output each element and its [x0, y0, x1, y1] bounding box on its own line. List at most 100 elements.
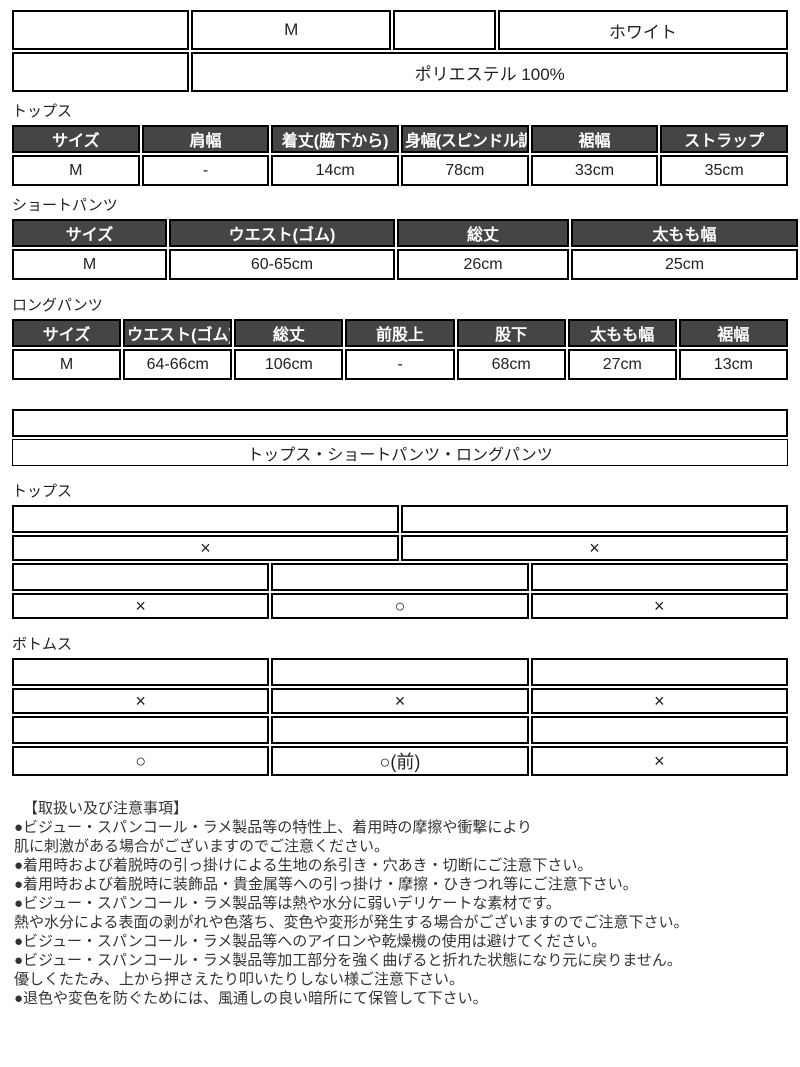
header-cell: 透け感	[400, 505, 788, 533]
table-row: × × ×	[12, 688, 788, 714]
value-cell: 13cm	[678, 349, 788, 380]
section-label-long-pants: ロングパンツ	[12, 297, 103, 314]
table-row: サイズ ウエスト(ゴム) 総丈 前股上 股下 太もも幅 裾幅	[12, 319, 788, 347]
care-note-line: ●ビジュー・スパンコール・ラメ製品等は熱や水分に弱いデリケートな素材です。	[14, 895, 561, 912]
feature-table-tops: 付属 透け感 × × 裏地 伸縮 ポケット × ○ ×	[10, 503, 790, 621]
header-cell: ファスナー	[530, 716, 788, 744]
table-row: M 60-65cm 26cm 25cm	[12, 249, 798, 280]
table-row: M - 14cm 78cm 33cm 35cm	[12, 155, 788, 186]
table-row: 素材 ポリエステル 100%	[12, 52, 788, 92]
value-cell: ○	[271, 593, 529, 619]
header-cell: ウエスト(ゴム)	[123, 319, 233, 347]
value-cell: ×	[271, 688, 529, 714]
care-note-line: ●ビジュー・スパンコール・ラメ製品等加工部分を強く曲げると折れた状態になり元に戻…	[14, 952, 682, 969]
value-cell: ○(前)	[271, 746, 529, 776]
value-cell: ×	[12, 688, 270, 714]
header-cell: 伸縮	[271, 563, 529, 591]
value-cell: 35cm	[660, 155, 788, 186]
value-cell: 68cm	[456, 349, 566, 380]
header-cell: 裾幅	[678, 319, 788, 347]
table-row: セット内容	[12, 409, 788, 437]
header-cell: ポケット	[530, 563, 788, 591]
care-note-line: ●着用時および着脱時に装飾品・貴金属等への引っ掛け・摩擦・ひきつれ等にご注意下さ…	[14, 876, 638, 893]
feature-table-bottoms: 付属 透け感 裏地 × × × 伸縮 ポケット ファスナー ○ ○(前) ×	[10, 656, 790, 778]
size-table-long-pants: サイズ ウエスト(ゴム) 総丈 前股上 股下 太もも幅 裾幅 M 64-66cm…	[10, 317, 790, 382]
color-header-cell: カラー	[392, 10, 496, 50]
header-cell: 前股上	[345, 319, 455, 347]
header-cell: ストラップ	[660, 125, 788, 153]
care-note-line: ●ビジュー・スパンコール・ラメ製品等の特性上、着用時の摩擦や衝撃により	[14, 819, 533, 836]
material-value-cell: ポリエステル 100%	[191, 52, 788, 92]
header-cell: ウエスト(ゴム)	[169, 219, 395, 247]
header-cell: サイズ	[12, 125, 140, 153]
header-cell: 裏地	[530, 658, 788, 686]
table-row: サイズ 肩幅 着丈(脇下から) 身幅(スピンドル調整可) 裾幅 ストラップ	[12, 125, 788, 153]
table-row: トップス・ショートパンツ・ロングパンツ	[12, 439, 788, 466]
care-notes-title: 【取扱い及び注意事項】	[23, 800, 189, 817]
size-table-tops: サイズ 肩幅 着丈(脇下から) 身幅(スピンドル調整可) 裾幅 ストラップ M …	[10, 123, 790, 188]
set-contents-table: セット内容 トップス・ショートパンツ・ロングパンツ	[10, 407, 790, 468]
header-cell: 総丈	[397, 219, 569, 247]
value-cell: 26cm	[397, 249, 569, 280]
care-note-line: 肌に刺激がある場合がございますのでご注意ください。	[14, 838, 390, 855]
size-table-short-pants: サイズ ウエスト(ゴム) 総丈 太もも幅 M 60-65cm 26cm 25cm	[10, 217, 800, 282]
care-notes: 【取扱い及び注意事項】 ●ビジュー・スパンコール・ラメ製品等の特性上、着用時の摩…	[10, 799, 790, 1008]
table-row: 付属 透け感	[12, 505, 788, 533]
header-cell: 太もも幅	[571, 219, 798, 247]
header-cell: 裾幅	[530, 125, 659, 153]
header-cell: 付属	[12, 505, 399, 533]
value-cell: ×	[530, 593, 788, 619]
header-cell: 肩幅	[141, 125, 270, 153]
spec-summary-table: サイズ M カラー ホワイト 素材 ポリエステル 100%	[10, 8, 790, 94]
value-cell: ○	[12, 746, 270, 776]
value-cell: ×	[530, 688, 788, 714]
value-cell: 14cm	[271, 155, 399, 186]
value-cell: M	[12, 249, 167, 280]
value-cell: 64-66cm	[123, 349, 233, 380]
care-note-line: ●退色や変色を防ぐためには、風通しの良い暗所にて保管して下さい。	[14, 990, 488, 1007]
table-row: × ○ ×	[12, 593, 788, 619]
header-cell: 股下	[456, 319, 566, 347]
table-row: ○ ○(前) ×	[12, 746, 788, 776]
section-label-bottoms-features: ボトムス	[12, 636, 73, 653]
table-row: 裏地 伸縮 ポケット	[12, 563, 788, 591]
color-value-cell: ホワイト	[497, 10, 788, 50]
value-cell: 78cm	[400, 155, 529, 186]
value-cell: ×	[12, 535, 399, 561]
table-row: サイズ M カラー ホワイト	[12, 10, 788, 50]
care-note-line: ●ビジュー・スパンコール・ラメ製品等へのアイロンや乾燥機の使用は避けてください。	[14, 933, 607, 950]
section-label-tops-features: トップス	[12, 483, 73, 500]
header-cell: 伸縮	[12, 716, 270, 744]
header-cell: 裏地	[12, 563, 270, 591]
header-cell: 太もも幅	[567, 319, 677, 347]
care-note-line: 熱や水分による表面の剥がれや色落ち、変色や変形が発生する場合がございますのでご注…	[14, 914, 689, 931]
material-header-cell: 素材	[12, 52, 190, 92]
value-cell: M	[12, 155, 140, 186]
table-row: 伸縮 ポケット ファスナー	[12, 716, 788, 744]
value-cell: 25cm	[571, 249, 798, 280]
value-cell: 60-65cm	[169, 249, 395, 280]
table-row: × ×	[12, 535, 788, 561]
value-cell: M	[12, 349, 122, 380]
value-cell: -	[141, 155, 270, 186]
header-cell: サイズ	[12, 219, 167, 247]
header-cell: 透け感	[271, 658, 529, 686]
table-row: サイズ ウエスト(ゴム) 総丈 太もも幅	[12, 219, 798, 247]
section-label-short-pants: ショートパンツ	[12, 197, 118, 214]
set-contents-value-cell: トップス・ショートパンツ・ロングパンツ	[12, 439, 788, 466]
value-cell: ×	[400, 535, 788, 561]
size-header-cell: サイズ	[12, 10, 190, 50]
header-cell: 付属	[12, 658, 270, 686]
table-row: M 64-66cm 106cm - 68cm 27cm 13cm	[12, 349, 788, 380]
section-label-tops: トップス	[12, 103, 73, 120]
value-cell: 27cm	[567, 349, 677, 380]
care-note-line: 優しくたたみ、上から押さえたり叩いたりしない様ご注意下さい。	[14, 971, 465, 988]
size-value-cell: M	[191, 10, 391, 50]
table-row: 付属 透け感 裏地	[12, 658, 788, 686]
set-contents-header-cell: セット内容	[12, 409, 788, 437]
value-cell: 106cm	[234, 349, 344, 380]
value-cell: 33cm	[530, 155, 659, 186]
header-cell: サイズ	[12, 319, 122, 347]
value-cell: ×	[12, 593, 270, 619]
